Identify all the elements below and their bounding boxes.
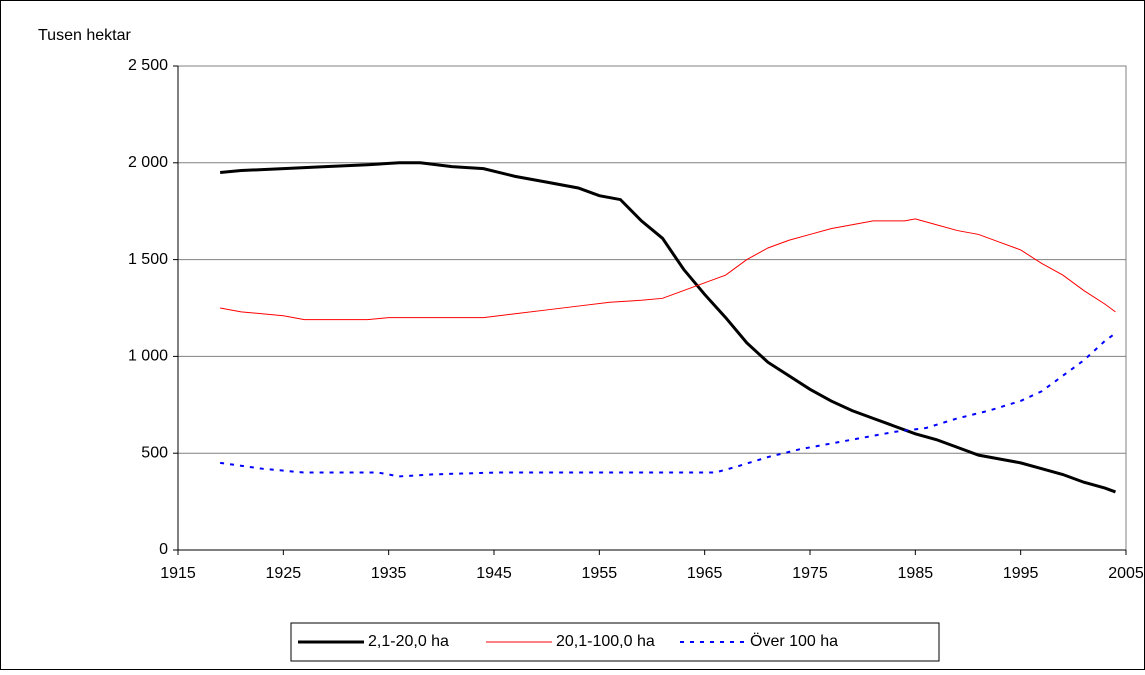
x-tick-label: 1925 bbox=[266, 565, 302, 582]
series-line bbox=[219, 161, 1116, 494]
y-tick-label: 1 000 bbox=[128, 348, 168, 365]
y-tick-label: 500 bbox=[141, 444, 168, 461]
y-axis-title: Tusen hektar bbox=[38, 27, 131, 44]
x-tick-label: 1995 bbox=[1003, 565, 1039, 582]
legend-label: Över 100 ha bbox=[750, 632, 838, 650]
y-tick-label: 2 500 bbox=[128, 57, 168, 74]
x-tick-label: 2005 bbox=[1108, 565, 1144, 582]
x-tick-label: 1915 bbox=[160, 565, 196, 582]
series-line bbox=[219, 332, 1117, 478]
legend-label: 2,1-20,0 ha bbox=[368, 633, 449, 650]
legend-box bbox=[290, 622, 940, 662]
plot-area bbox=[177, 65, 1127, 551]
y-tick-label: 0 bbox=[159, 541, 168, 558]
x-tick-label: 1955 bbox=[582, 565, 618, 582]
series-line bbox=[220, 218, 1116, 321]
x-tick-label: 1935 bbox=[371, 565, 407, 582]
x-tick-label: 1945 bbox=[476, 565, 512, 582]
x-tick-label: 1965 bbox=[687, 565, 723, 582]
legend-label: 20,1-100,0 ha bbox=[556, 633, 655, 650]
x-tick-label: 1975 bbox=[792, 565, 828, 582]
y-tick-label: 2 000 bbox=[128, 154, 168, 171]
y-tick-label: 1 500 bbox=[128, 251, 168, 268]
x-tick-label: 1985 bbox=[898, 565, 934, 582]
legend: 2,1-20,0 ha 20,1-100,0 ha Över 100 ha bbox=[290, 622, 940, 662]
